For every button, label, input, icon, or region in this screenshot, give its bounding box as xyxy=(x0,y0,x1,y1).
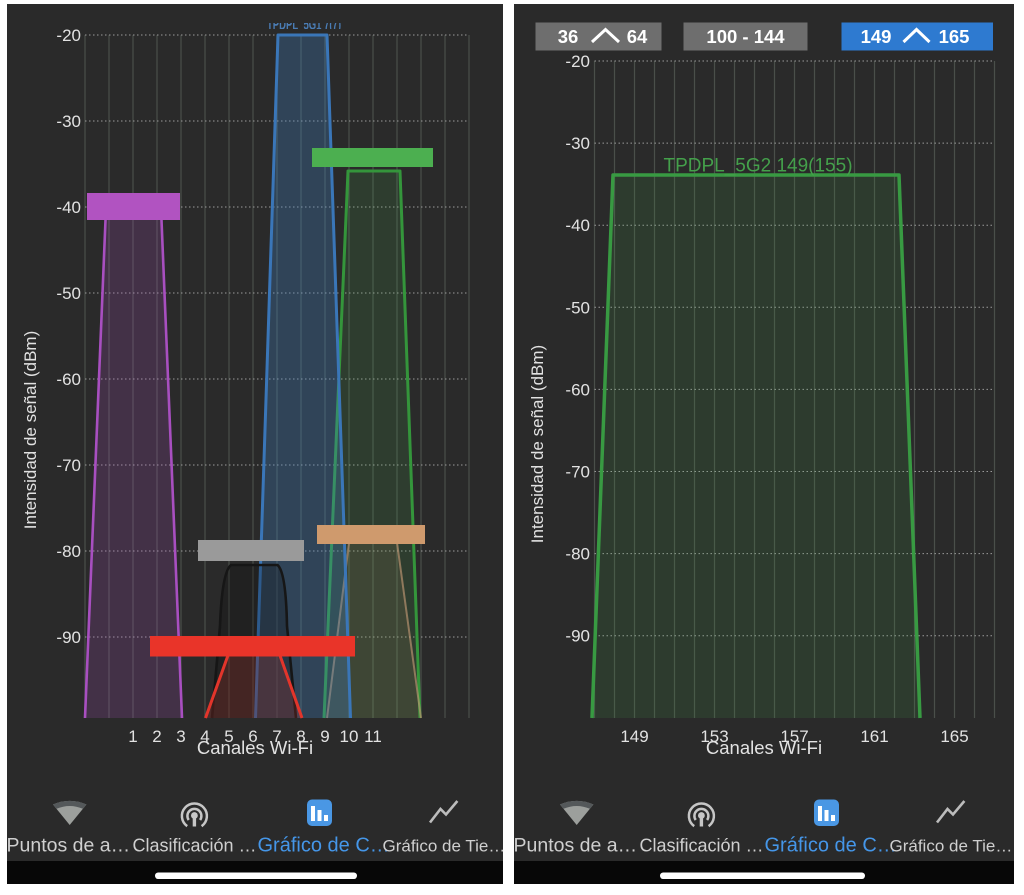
svg-text:-50: -50 xyxy=(56,284,81,303)
svg-text:6: 6 xyxy=(248,727,257,746)
svg-text:149: 149 xyxy=(861,26,892,47)
svg-text:11: 11 xyxy=(364,727,382,746)
svg-text:Intensidad de señal (dBm): Intensidad de señal (dBm) xyxy=(21,331,40,529)
svg-text:165: 165 xyxy=(940,727,968,746)
svg-text:-60: -60 xyxy=(565,380,590,399)
svg-text:4: 4 xyxy=(200,727,209,746)
svg-text:-40: -40 xyxy=(565,216,590,235)
svg-text:5: 5 xyxy=(224,727,233,746)
svg-text:2: 2 xyxy=(152,727,161,746)
svg-text:-30: -30 xyxy=(565,134,590,153)
svg-text:Clasificación …: Clasificación … xyxy=(133,836,257,856)
svg-text:Puntos de a…: Puntos de a… xyxy=(514,835,638,857)
svg-text:64: 64 xyxy=(627,26,648,47)
svg-text:153: 153 xyxy=(700,727,728,746)
svg-text:Clasificación …: Clasificación … xyxy=(640,836,764,856)
svg-text:149: 149 xyxy=(620,727,648,746)
svg-text:Gráfico de C…: Gráfico de C… xyxy=(765,835,897,857)
svg-text:Gráfico de Tie…: Gráfico de Tie… xyxy=(890,837,1013,856)
svg-text:-80: -80 xyxy=(565,545,590,564)
svg-text:Canales Wi-Fi: Canales Wi-Fi xyxy=(706,737,822,758)
svg-text:Canales Wi-Fi: Canales Wi-Fi xyxy=(197,737,313,758)
svg-text:157: 157 xyxy=(780,727,808,746)
svg-text:8: 8 xyxy=(296,727,305,746)
svg-text:36: 36 xyxy=(558,26,579,47)
svg-text:Gráfico de C…: Gráfico de C… xyxy=(258,835,390,857)
svg-text:100 - 144: 100 - 144 xyxy=(706,26,785,47)
svg-text:165: 165 xyxy=(939,26,970,47)
svg-text:-50: -50 xyxy=(565,298,590,317)
svg-text:10: 10 xyxy=(340,727,359,746)
svg-text:161: 161 xyxy=(860,727,888,746)
svg-text:-90: -90 xyxy=(56,628,81,647)
svg-text:3: 3 xyxy=(176,727,185,746)
svg-text:-40: -40 xyxy=(56,198,81,217)
svg-text:TPDPL_5G1 7(7): TPDPL_5G1 7(7) xyxy=(267,17,341,34)
svg-text:-60: -60 xyxy=(56,370,81,389)
svg-text:-20: -20 xyxy=(56,26,81,45)
svg-text:-90: -90 xyxy=(565,627,590,646)
svg-text:-20: -20 xyxy=(565,52,590,71)
svg-text:1: 1 xyxy=(128,727,137,746)
svg-text:-30: -30 xyxy=(56,112,81,131)
svg-text:-80: -80 xyxy=(56,542,81,561)
svg-text:9: 9 xyxy=(320,727,329,746)
svg-text:-70: -70 xyxy=(56,456,81,475)
svg-text:-70: -70 xyxy=(565,463,590,482)
svg-text:Intensidad de señal (dBm): Intensidad de señal (dBm) xyxy=(528,345,547,543)
svg-text:TPDPL_5G2 149(155): TPDPL_5G2 149(155) xyxy=(663,156,852,177)
svg-text:7: 7 xyxy=(272,727,281,746)
svg-text:Gráfico de Tie…: Gráfico de Tie… xyxy=(383,837,506,856)
svg-text:Puntos de a…: Puntos de a… xyxy=(7,835,131,857)
